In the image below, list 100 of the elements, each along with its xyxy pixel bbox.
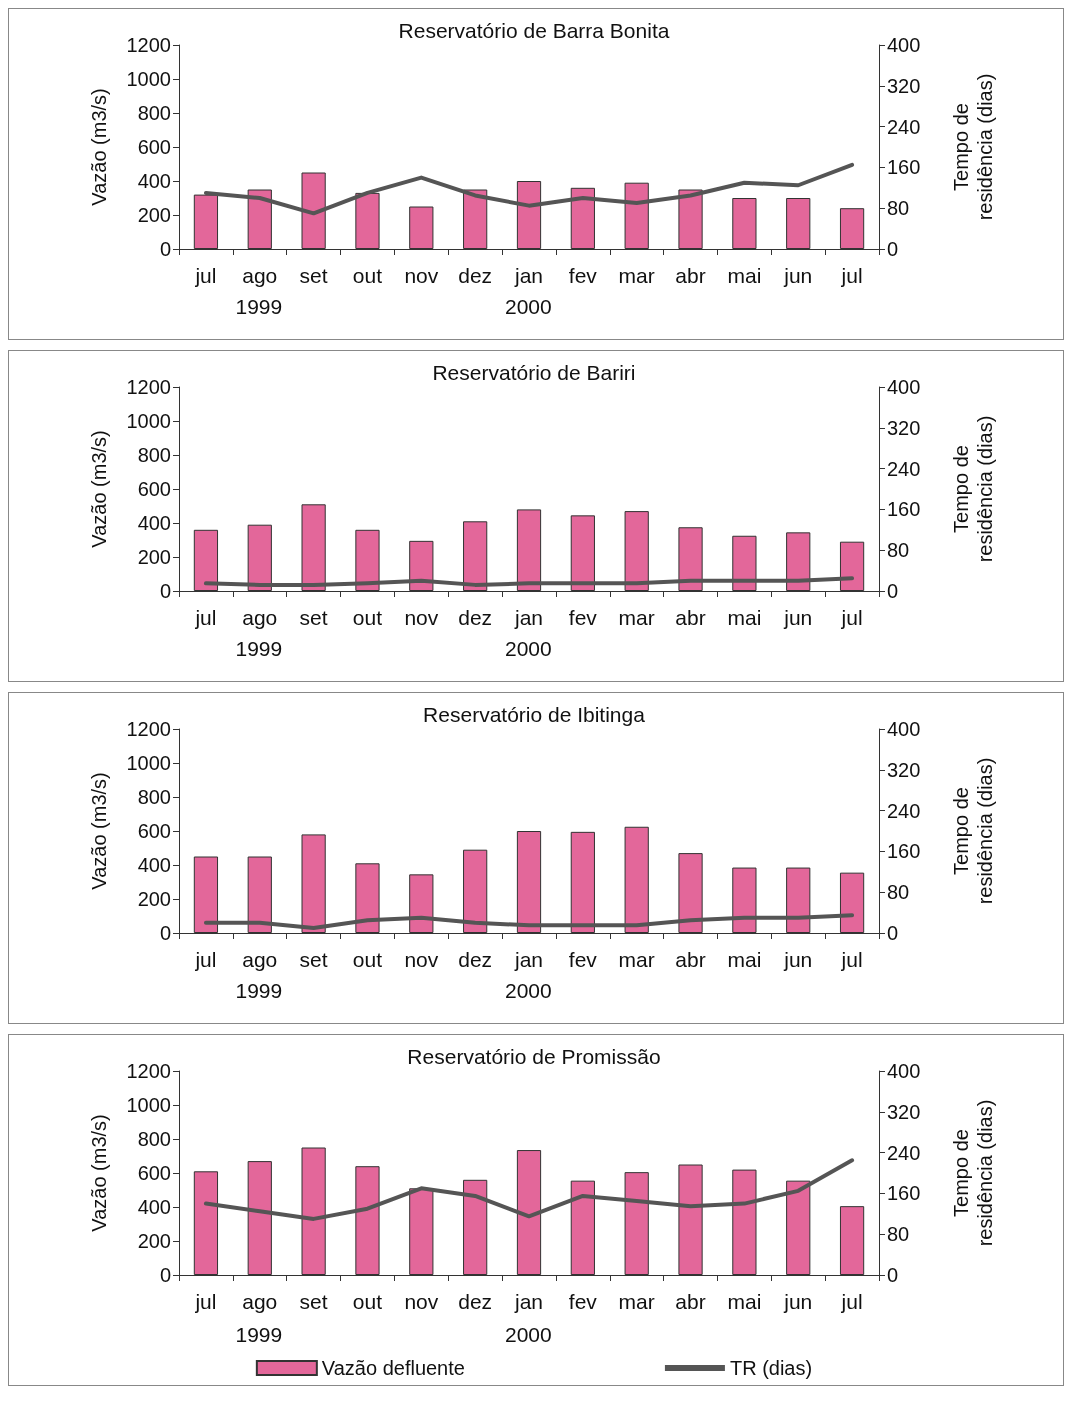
y2-tick-label: 80 [887,881,910,904]
y-tick-label: 800 [137,1128,171,1150]
text: 1999 [235,979,283,1002]
x-tick-label: jul [194,948,217,971]
y2-tick-label: 320 [887,1100,921,1123]
y-tick-label: 0 [159,238,171,260]
text: 2000 [505,637,552,660]
y-tick-label: 600 [137,1162,171,1184]
x-tick-label: nov [404,1290,439,1313]
y-tick-label: 0 [159,922,171,944]
y-tick-label: 200 [137,204,171,226]
x-tick-label: mar [618,264,655,287]
y2-tick-label: 400 [887,1060,921,1082]
y-tick-label: 1000 [126,410,171,432]
x-tick-label: abr [675,606,706,629]
x-tick-label: nov [404,264,439,287]
y-tick-label: 1200 [126,718,171,740]
x-tick-label: jul [840,606,863,629]
y2-axis-title: Tempo de residência (dias) [950,73,996,221]
legend-label: TR (dias) [729,1357,813,1379]
text: 1999 [235,1323,283,1346]
y-tick-label: 600 [137,820,171,842]
y-tick-label: 400 [137,512,171,534]
y-tick-label: 200 [137,546,171,568]
y-tick-label: 1200 [126,1060,171,1082]
x-tick-label: nov [404,948,439,971]
x-tick-label: fev [568,606,598,629]
y2-tick-label: 240 [887,799,921,822]
x-tick-label: set [299,1290,328,1313]
y2-tick-label: 400 [887,718,921,740]
y-tick-label: 1000 [126,752,171,774]
y-tick-label: 1000 [126,1094,171,1116]
line-series [203,1158,855,1221]
x-tick-label: jun [783,948,813,971]
x-tick-label: ago [242,606,278,629]
x-tick-label: abr [675,948,706,971]
x-tick-label: mar [618,1290,655,1313]
x-tick-label: jan [513,606,544,629]
x-tick-label: jan [513,948,544,971]
y-tick-label: 1200 [126,34,171,56]
y-tick-label: 0 [159,580,171,602]
y-axis-title: Vazão (m3/s) [88,88,110,206]
y2-tick-label: 400 [887,376,921,398]
y-tick-label: 1200 [126,376,171,398]
x-tick-label: jul [194,264,217,287]
y2-tick-label: 80 [887,539,910,562]
y-tick-label: 200 [137,888,171,910]
x-tick-label: jul [194,1290,217,1313]
x-tick-label: abr [675,264,706,287]
x-tick-label: jan [513,264,544,287]
x-tick-label: dez [458,606,493,629]
x-tick-label: set [299,948,328,971]
y-tick-label: 600 [137,136,171,158]
y2-tick-label: 80 [887,1223,910,1246]
x-tick-label: ago [242,1290,278,1313]
text: 1999 [235,295,283,318]
y2-tick-label: 160 [887,840,921,863]
y2-axis-title: Tempo de residência (dias) [950,757,996,905]
y-tick-label: 800 [137,786,171,808]
y-tick-label: 800 [137,444,171,466]
x-tick-label: abr [675,1290,706,1313]
legend-label: Vazão defluente [321,1357,465,1379]
x-tick-label: jul [840,264,863,287]
x-tick-label: nov [404,606,439,629]
y-tick-label: 0 [159,1264,171,1286]
x-tick-label: dez [458,948,493,971]
x-tick-label: jul [840,948,863,971]
x-tick-label: jun [783,264,813,287]
y-axis-title: Vazão (m3/s) [88,430,110,548]
x-tick-label: set [299,606,328,629]
y-tick-label: 200 [137,1230,171,1252]
y-tick-label: 1000 [126,68,171,90]
y-axis-title: Vazão (m3/s) [88,772,110,890]
y2-tick-label: 0 [887,1264,899,1286]
y2-tick-label: 240 [887,1141,921,1164]
x-tick-label: mar [618,606,655,629]
chart-title: Reservatório de Barra Bonita [398,19,670,42]
x-tick-label: mar [618,948,655,971]
y2-tick-label: 160 [887,1182,921,1205]
chart-title: Reservatório de Ibitinga [423,703,646,726]
x-tick-label: fev [568,1290,598,1313]
y2-tick-label: 80 [887,197,910,220]
y2-tick-label: 240 [887,115,921,138]
x-tick-label: out [352,606,383,629]
text: 2000 [505,295,552,318]
x-tick-label: mai [727,948,762,971]
x-tick-label: jan [513,1290,544,1313]
y2-axis-title: Tempo de residência (dias) [950,1099,996,1247]
line-series [203,162,855,216]
x-tick-label: out [352,1290,383,1313]
y-tick-label: 600 [137,478,171,500]
x-tick-label: jun [783,606,813,629]
x-tick-label: mai [727,1290,762,1313]
y-tick-label: 400 [137,170,171,192]
text: 2000 [505,979,552,1002]
x-tick-label: jul [840,1290,863,1313]
text: 2000 [505,1323,552,1346]
x-tick-label: mai [727,264,762,287]
x-tick-label: dez [458,1290,493,1313]
line-series [203,576,855,587]
